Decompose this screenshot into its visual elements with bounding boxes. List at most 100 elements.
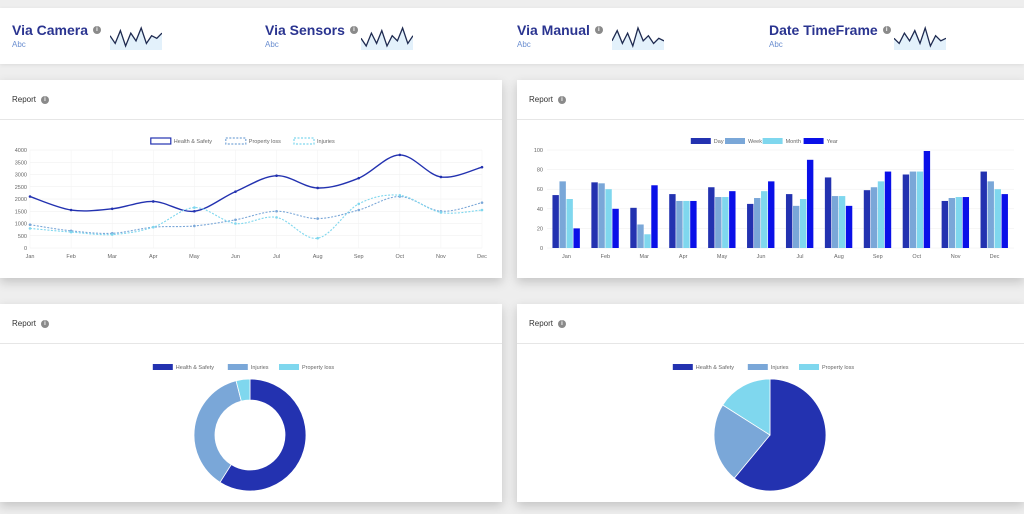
info-icon[interactable]: i xyxy=(41,319,50,328)
data-point xyxy=(28,223,32,227)
data-point xyxy=(234,218,237,222)
report-card-line: Report i Health & Safety Property loss Inj… xyxy=(0,80,502,278)
info-icon[interactable]: i xyxy=(41,95,50,104)
bar xyxy=(715,197,722,248)
bar xyxy=(955,197,963,248)
data-point xyxy=(151,225,155,229)
bar xyxy=(683,200,690,248)
info-icon[interactable]: i xyxy=(594,26,603,34)
stat-via-camera[interactable]: Via Camera i Abc xyxy=(12,22,102,62)
bar xyxy=(637,224,644,248)
y-tick-label: 3500 xyxy=(15,160,27,166)
data-point xyxy=(398,153,402,157)
info-icon[interactable]: i xyxy=(93,26,102,34)
bar xyxy=(747,203,754,248)
sparkline-fill xyxy=(110,28,162,50)
line-chart: Health & Safety Property loss Injuries 0 500… xyxy=(15,137,487,260)
legend-swatch xyxy=(803,138,824,144)
bar xyxy=(729,191,736,248)
sparkline-fill xyxy=(894,28,946,50)
y-tick-label: 100 xyxy=(534,148,543,154)
legend-label: Injuries xyxy=(771,365,789,371)
stat-via-manual[interactable]: Via Manual i Abc xyxy=(517,22,603,62)
data-point xyxy=(69,208,73,212)
legend-label: Injuries xyxy=(317,139,335,145)
x-tick-label: Jul xyxy=(273,254,280,260)
data-point xyxy=(193,209,196,213)
legend-swatch xyxy=(672,364,693,370)
pie-chart: Health & Safety Injuries Property loss xyxy=(672,364,854,492)
y-tick-label: 40 xyxy=(537,207,543,213)
pie-slice xyxy=(733,378,827,492)
legend-swatch xyxy=(762,138,783,144)
x-tick-label: Jan xyxy=(562,254,571,260)
card-title: Report xyxy=(529,319,554,328)
bar xyxy=(669,194,676,248)
bar xyxy=(651,185,658,248)
sparkline-via-manual xyxy=(612,26,664,50)
bar xyxy=(573,228,580,248)
info-icon[interactable]: i xyxy=(558,95,567,104)
y-tick-label: 60 xyxy=(537,187,543,193)
bar xyxy=(806,159,814,248)
bar xyxy=(761,191,768,248)
card-title: Report xyxy=(12,319,37,328)
card-header: Report i xyxy=(517,304,1024,344)
bar xyxy=(863,190,871,248)
legend-label: Month xyxy=(786,139,801,145)
x-tick-label: May xyxy=(189,254,200,260)
bar xyxy=(559,181,566,248)
bar xyxy=(754,198,761,248)
stat-subtitle: Abc xyxy=(517,40,531,49)
data-point xyxy=(480,201,484,204)
data-point xyxy=(480,208,484,212)
card-title: Report xyxy=(12,95,37,104)
x-tick-label: Dec xyxy=(477,254,487,260)
bar xyxy=(909,171,917,248)
report-card-pie: Report i Health & Safety Injuries Property… xyxy=(517,304,1024,502)
x-tick-label: Nov xyxy=(436,254,446,260)
data-point xyxy=(316,186,319,190)
report-card-bar: Report i Day Week Month Year 0 20 40 60 80 100 Jan… xyxy=(517,80,1024,278)
stat-title: Via Manual xyxy=(517,22,590,38)
y-tick-label: 0 xyxy=(540,246,543,252)
bar xyxy=(792,205,800,248)
data-point xyxy=(275,209,278,213)
legend-label: Property loss xyxy=(822,365,854,371)
legend-label: Year xyxy=(827,139,838,145)
data-point xyxy=(110,233,114,236)
bar xyxy=(676,200,683,248)
info-icon[interactable]: i xyxy=(558,319,567,328)
pie-slice xyxy=(722,378,771,436)
sparkline-fill xyxy=(612,28,664,50)
x-tick-label: Mar xyxy=(107,254,117,260)
bar xyxy=(980,171,987,248)
bar xyxy=(644,234,651,248)
card-title: Report xyxy=(529,95,554,104)
pie-slice xyxy=(219,378,307,492)
info-icon[interactable]: i xyxy=(882,26,891,34)
x-tick-label: Sep xyxy=(873,254,883,260)
stat-date-timeframe[interactable]: Date TimeFrame i Abc xyxy=(769,22,891,62)
sparkline-line xyxy=(110,26,162,48)
bar-chart: Day Week Month Year 0 20 40 60 80 100 Jan Feb Mar Apr… xyxy=(534,138,1014,260)
legend-swatch xyxy=(227,364,248,370)
bar xyxy=(1001,194,1008,248)
info-icon[interactable]: i xyxy=(349,26,358,34)
legend-swatch xyxy=(799,364,819,370)
bar xyxy=(831,196,839,248)
x-tick-label: Aug xyxy=(834,254,844,260)
stat-via-sensors[interactable]: Via Sensors i Abc xyxy=(265,22,358,62)
bar xyxy=(877,181,885,248)
data-point xyxy=(193,206,196,209)
stats-strip: Via Camera i Abc Via Sensors i Abc Via Man… xyxy=(0,8,1024,64)
sparkline-date-timeframe xyxy=(894,25,946,50)
x-tick-label: Dec xyxy=(990,254,1000,260)
x-tick-label: Jun xyxy=(757,254,766,260)
bar xyxy=(870,187,878,248)
legend-label: Week xyxy=(748,139,762,145)
bar xyxy=(987,181,994,248)
x-tick-label: Oct xyxy=(912,254,921,260)
legend-label: Injuries xyxy=(251,365,269,371)
doughnut-chart: Health & Safety Injuries Property loss xyxy=(152,364,334,492)
